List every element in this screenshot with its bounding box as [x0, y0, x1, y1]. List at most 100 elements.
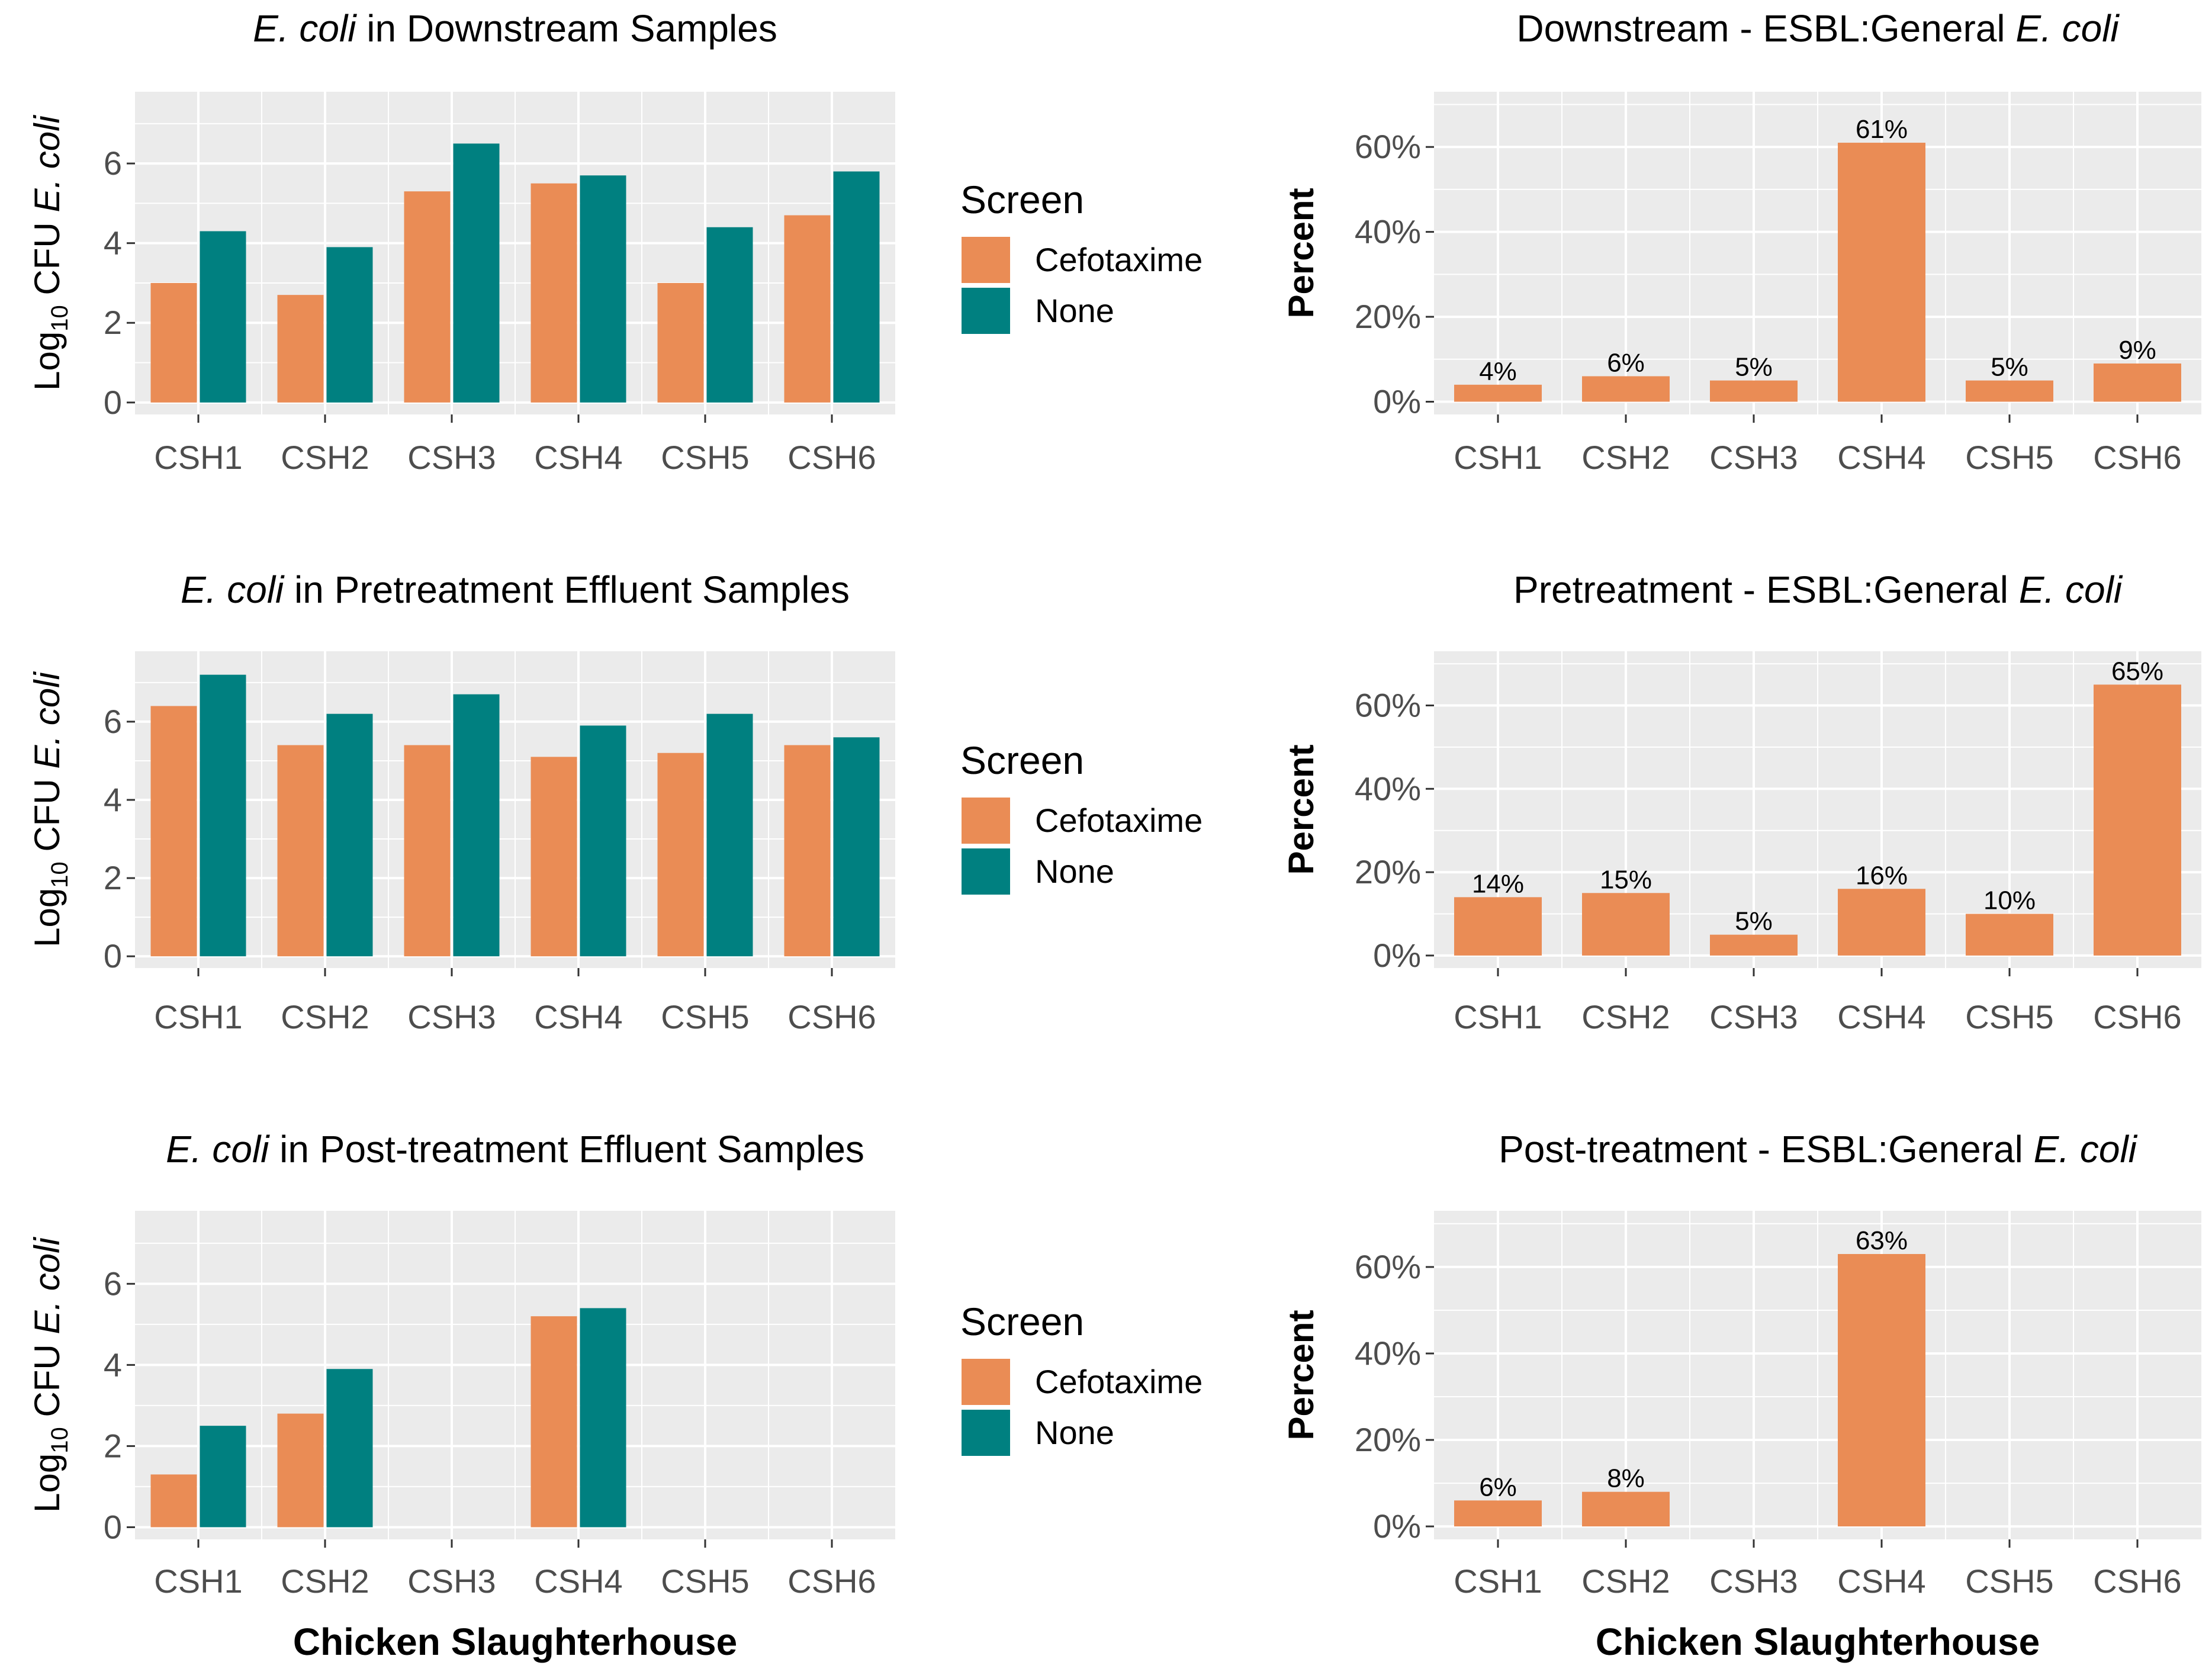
y-label-log: Log — [27, 332, 67, 391]
panel-2: 0% 20% 40% 60% CSH1 CSH2 CSH3 CSH4 CSH5 CSH6 4% 6% 5… — [1281, 7, 2201, 476]
y-tick-label: 6 — [104, 1265, 122, 1302]
x-axis-label: Chicken Slaughterhouse — [293, 1620, 737, 1663]
bar-none-csh6 — [833, 737, 880, 957]
legend-title: Screen — [960, 1300, 1084, 1343]
y-tick-label: 20% — [1355, 853, 1421, 890]
legend-key-none — [962, 1410, 1010, 1456]
title-italic: E. coli — [181, 568, 285, 611]
x-tick-label: CSH2 — [281, 998, 369, 1036]
y-label-cfu: CFU — [27, 213, 67, 306]
bar-cefotaxime-csh1 — [150, 706, 197, 957]
y-tick-label: 0% — [1373, 1507, 1421, 1545]
x-tick-label: CSH2 — [1581, 998, 1670, 1036]
legend-3: Screen Cefotaxime None — [960, 1300, 1203, 1456]
x-tick-label: CSH5 — [661, 1562, 749, 1600]
panel-4: 0% 20% 40% 60% CSH1 CSH2 CSH3 CSH4 CSH5 CSH6 14% 15… — [1281, 568, 2201, 1036]
bar-cefotaxime-csh6 — [784, 215, 831, 403]
bar-cefotaxime-csh6 — [784, 745, 831, 957]
legend-label-cefotaxime: Cefotaxime — [1035, 1363, 1203, 1400]
panel-title: E. coli in Pretreatment Effluent Samples — [181, 568, 850, 611]
x-tick-label: CSH5 — [1965, 998, 2053, 1036]
x-tick-label: CSH4 — [1837, 439, 1925, 476]
bar-cefotaxime-csh1 — [150, 282, 197, 403]
bar-cefotaxime-csh5 — [657, 753, 704, 957]
bar-cefotaxime-csh3 — [404, 745, 451, 957]
title-text: in Post-treatment Effluent Samples — [269, 1128, 864, 1171]
y-tick-label: 20% — [1355, 298, 1421, 335]
legend-key-cefotaxime — [962, 1359, 1010, 1405]
bar-none-csh3 — [453, 143, 500, 403]
y-tick-label: 60% — [1355, 1248, 1421, 1285]
legend-label-cefotaxime: Cefotaxime — [1035, 241, 1203, 278]
bar-cefotaxime-csh2 — [277, 295, 324, 403]
data-label: 14% — [1472, 869, 1524, 898]
title-italic: E. coli — [2019, 568, 2123, 611]
y-label-subscript: 10 — [47, 861, 73, 888]
bar-none-csh2 — [326, 1369, 373, 1528]
x-tick-label: CSH3 — [1709, 439, 1798, 476]
y-tick-label: 4 — [104, 1346, 122, 1383]
bar-cefotaxime-csh3 — [404, 191, 451, 403]
bar-none-csh3 — [453, 694, 500, 957]
bar-none-csh6 — [833, 171, 880, 403]
y-tick-label: 40% — [1355, 770, 1421, 807]
bar-csh5 — [1966, 380, 2053, 402]
data-label: 15% — [1600, 865, 1652, 894]
bar-csh2 — [1582, 376, 1670, 402]
y-tick-label: 0 — [104, 1508, 122, 1545]
y-tick-label: 0 — [104, 384, 122, 421]
y-tick-label: 60% — [1355, 687, 1421, 724]
title-text: Post-treatment - ESBL:General — [1499, 1128, 2034, 1171]
x-tick-label: CSH1 — [1454, 439, 1542, 476]
y-tick-label: 4 — [104, 224, 122, 262]
data-label: 10% — [1983, 886, 2036, 915]
bar-cefotaxime-csh2 — [277, 1413, 324, 1528]
x-tick-label: CSH6 — [787, 439, 876, 476]
x-tick-label: CSH4 — [1837, 998, 1925, 1036]
panel-3: 0 2 4 6 CSH1 CSH2 CSH3 CSH4 CSH5 CSH6 E. coli in P… — [27, 568, 895, 1036]
y-tick-label: 4 — [104, 781, 122, 818]
y-label-ecoli: E. coli — [27, 671, 67, 769]
bar-csh2 — [1582, 893, 1670, 956]
data-label: 8% — [1607, 1464, 1645, 1493]
bar-none-csh1 — [200, 674, 246, 957]
panel-title: E. coli in Downstream Samples — [253, 7, 777, 50]
y-axis-label: Log10 CFU E. coli — [27, 671, 73, 947]
legend-title: Screen — [960, 738, 1084, 782]
bar-none-csh2 — [326, 713, 373, 957]
bar-none-csh4 — [580, 1308, 626, 1528]
bar-none-csh4 — [580, 725, 626, 957]
bar-cefotaxime-csh4 — [531, 757, 577, 957]
bar-none-csh1 — [200, 231, 246, 403]
bar-csh3 — [1710, 380, 1798, 402]
x-tick-label: CSH4 — [534, 998, 622, 1036]
x-tick-label: CSH3 — [407, 998, 496, 1036]
x-tick-label: CSH6 — [787, 1562, 876, 1600]
x-tick-label: CSH1 — [154, 439, 242, 476]
x-tick-label: CSH4 — [534, 1562, 622, 1600]
title-text: in Downstream Samples — [356, 7, 777, 50]
legend-key-none — [962, 848, 1010, 895]
bar-csh2 — [1582, 1491, 1670, 1527]
bar-csh1 — [1454, 897, 1542, 956]
legend-title: Screen — [960, 178, 1084, 221]
legend-label-none: None — [1035, 853, 1114, 890]
x-tick-label: CSH3 — [1709, 998, 1798, 1036]
legend-key-none — [962, 288, 1010, 334]
x-tick-label: CSH1 — [1454, 1562, 1542, 1600]
data-label: 6% — [1479, 1472, 1517, 1501]
y-axis-label: Percent — [1281, 744, 1321, 874]
data-label: 16% — [1856, 861, 1908, 890]
data-label: 61% — [1856, 115, 1908, 144]
title-text: Downstream - ESBL:General — [1516, 7, 2015, 50]
data-label: 5% — [1735, 907, 1773, 936]
data-label: 9% — [2118, 336, 2156, 365]
data-label: 63% — [1856, 1226, 1908, 1255]
y-tick-label: 2 — [104, 859, 122, 896]
legend-label-none: None — [1035, 292, 1114, 329]
x-tick-label: CSH5 — [661, 998, 749, 1036]
y-tick-label: 0% — [1373, 382, 1421, 420]
data-label: 4% — [1479, 357, 1517, 386]
title-italic: E. coli — [166, 1128, 270, 1171]
y-tick-label: 6 — [104, 703, 122, 740]
